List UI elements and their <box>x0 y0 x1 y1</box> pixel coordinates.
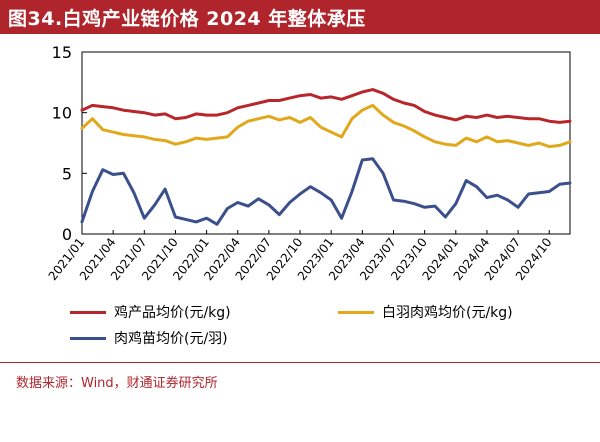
legend-label-chick: 肉鸡苗均价(元/羽) <box>114 331 228 347</box>
title-bar: 图34.白鸡产业链价格 2024 年整体承压 <box>0 0 600 34</box>
legend-label-product: 鸡产品均价(元/kg) <box>114 305 231 321</box>
line-chart: 0510152021/012021/042021/072021/102022/0… <box>46 43 572 283</box>
legend: 鸡产品均价(元/kg) 白羽肉鸡均价(元/kg) 肉鸡苗均价(元/羽) <box>0 300 600 360</box>
legend-swatch-broiler <box>338 310 374 314</box>
source-note: 数据来源：Wind，财通证券研究所 <box>16 376 218 391</box>
y-tick-label: 5 <box>62 164 72 183</box>
legend-label-broiler: 白羽肉鸡均价(元/kg) <box>382 305 513 321</box>
y-tick-label: 0 <box>62 225 72 244</box>
y-tick-label: 15 <box>52 43 72 62</box>
legend-item-broiler: 白羽肉鸡均价(元/kg) <box>338 302 513 322</box>
source-divider <box>0 362 600 363</box>
legend-swatch-chick <box>70 336 106 340</box>
chart-title: 图34.白鸡产业链价格 2024 年整体承压 <box>8 8 366 30</box>
legend-swatch-product <box>70 310 106 314</box>
series-group <box>80 88 572 226</box>
legend-item-chick: 肉鸡苗均价(元/羽) <box>70 328 228 348</box>
legend-item-product: 鸡产品均价(元/kg) <box>70 302 231 322</box>
series-line-chick <box>80 157 572 226</box>
axes: 0510152021/012021/042021/072021/102022/0… <box>46 43 571 283</box>
series-line-product <box>80 88 572 124</box>
y-tick-label: 10 <box>52 104 72 123</box>
series-line-broiler <box>80 103 572 149</box>
